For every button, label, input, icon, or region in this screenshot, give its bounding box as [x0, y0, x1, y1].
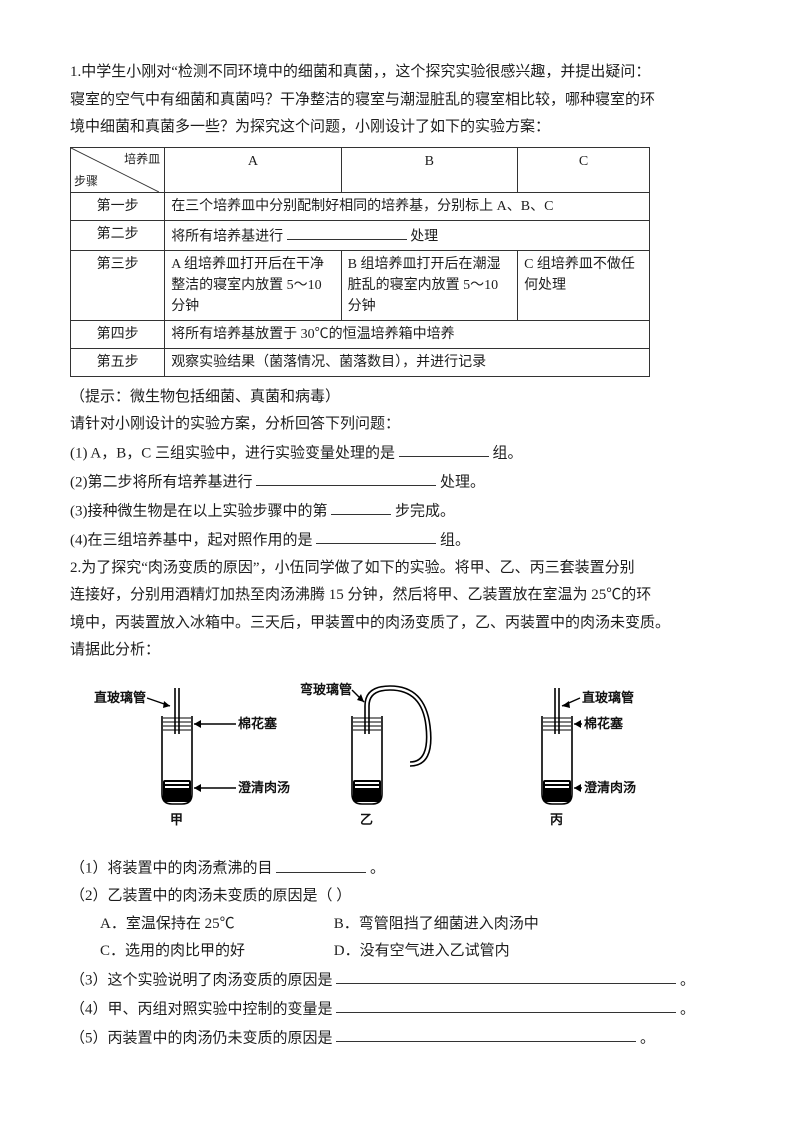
q2-opts-ab: A．室温保持在 25℃ B．弯管阻挡了细菌进入肉汤中 [100, 912, 730, 938]
row2-head: 第二步 [71, 220, 165, 250]
q2-3-blank [336, 967, 676, 985]
q1-lead: 请针对小刚设计的实验方案，分析回答下列问题： [70, 412, 730, 438]
q1-1-blank [399, 440, 489, 458]
diag-header-cell: 培养皿 步骤 [71, 147, 165, 192]
row5-head: 第五步 [71, 348, 165, 376]
q2-sub4: （4）甲、丙组对照实验中控制的变量是 。 [70, 996, 730, 1023]
page-root: 1.中学生小刚对“检测不同环境中的细菌和真菌，，这个探究实验很感兴趣，并提出疑问… [0, 0, 800, 1094]
q2-sub5: （5）丙装置中的肉汤仍未变质的原因是 。 [70, 1025, 730, 1052]
row3-cell-c: C 组培养皿不做任何处理 [518, 250, 650, 320]
q1-1b: 组。 [493, 445, 523, 461]
q2-optD: D．没有空气进入乙试管内 [334, 943, 510, 959]
row2-text-b: 处理 [410, 229, 438, 244]
table-row: 第四步 将所有培养基放置于 30℃的恒温培养箱中培养 [71, 320, 650, 348]
row1-cell: 在三个培养皿中分别配制好相同的培养基，分别标上 A、B、C [165, 192, 650, 220]
q2-4-blank [336, 996, 676, 1014]
q1-sub3: (3)接种微生物是在以上实验步骤中的第 步完成。 [70, 498, 730, 525]
q2-4b: 。 [680, 1001, 695, 1017]
label-cotton-2: 棉花塞 [584, 716, 624, 731]
q2-intro-1: 2.为了探究“肉汤变质的原因”，小伍同学做了如下的实验。将甲、乙、丙三套装置分别 [70, 556, 730, 582]
q2-intro-4: 请据此分析： [70, 638, 730, 664]
q1-3b: 步完成。 [395, 503, 455, 519]
apparatus-bing: 直玻璃管 棉花塞 澄清肉汤 丙 [542, 688, 636, 827]
row5-cell: 观察实验结果（菌落情况、菌落数目），并进行记录 [165, 348, 650, 376]
q1-2b: 处理。 [440, 474, 485, 490]
apparatus-jia: 直玻璃管 棉花塞 澄清肉汤 甲 [94, 688, 290, 827]
q1-2-blank [256, 469, 436, 487]
q1-hint: （提示：微生物包括细菌、真菌和病毒） [70, 385, 730, 411]
q1-table: 培养皿 步骤 A B C 第一步 在三个培养皿中分别配制好相同的培养基，分别标上… [70, 147, 650, 377]
q2-intro-3: 境中，丙装置放入冰箱中。三天后，甲装置中的肉汤变质了，乙、丙装置中的肉汤未变质。 [70, 611, 730, 637]
table-row: 第一步 在三个培养皿中分别配制好相同的培养基，分别标上 A、B、C [71, 192, 650, 220]
q1-3a: (3)接种微生物是在以上实验步骤中的第 [70, 503, 328, 519]
diag-top: 培养皿 [124, 150, 160, 168]
row3-head: 第三步 [71, 250, 165, 320]
row3-cell-a: A 组培养皿打开后在干净整洁的寝室内放置 5～10 分钟 [165, 250, 341, 320]
q2-intro-2: 连接好，分别用酒精灯加热至肉汤沸腾 15 分钟，然后将甲、乙装置放在室温为 25… [70, 583, 730, 609]
row2-blank [287, 224, 407, 240]
apparatus-figure: 直玻璃管 棉花塞 澄清肉汤 甲 [90, 676, 650, 836]
q1-4b: 组。 [440, 532, 470, 548]
q2-5-blank [336, 1025, 636, 1043]
q1-intro-2: 寝室的空气中有细菌和真菌吗？干净整洁的寝室与潮湿脏乱的寝室相比较，哪种寝室的环 [70, 88, 730, 114]
q2-optC: C．选用的肉比甲的好 [100, 939, 330, 965]
col-c: C [518, 147, 650, 192]
q2-optB: B．弯管阻挡了细菌进入肉汤中 [334, 916, 539, 932]
row2-text-a: 将所有培养基进行 [171, 229, 287, 244]
q2-3b: 。 [680, 972, 695, 988]
q2-4a: （4）甲、丙组对照实验中控制的变量是 [70, 1001, 333, 1017]
label-jia: 甲 [170, 812, 183, 827]
q1-3-blank [331, 498, 391, 516]
col-a: A [165, 147, 341, 192]
table-row: 第五步 观察实验结果（菌落情况、菌落数目），并进行记录 [71, 348, 650, 376]
q2-sub3: （3）这个实验说明了肉汤变质的原因是 。 [70, 967, 730, 994]
q2-sub2: （2）乙装置中的肉汤未变质的原因是（ ） [70, 884, 730, 910]
q1-sub2: (2)第二步将所有培养基进行 处理。 [70, 469, 730, 496]
row1-head: 第一步 [71, 192, 165, 220]
row4-head: 第四步 [71, 320, 165, 348]
q2-1b: 。 [370, 861, 385, 877]
q2-1-blank [276, 855, 366, 873]
diag-bottom: 步骤 [74, 172, 98, 190]
label-straight-2: 直玻璃管 [582, 690, 634, 705]
q1-1a: (1) A，B，C 三组实验中，进行实验变量处理的是 [70, 445, 395, 461]
q1-sub4: (4)在三组培养基中，起对照作用的是 组。 [70, 527, 730, 554]
label-bing: 丙 [550, 812, 563, 827]
label-bent: 弯玻璃管 [300, 682, 352, 697]
q1-2a: (2)第二步将所有培养基进行 [70, 474, 253, 490]
table-row: 第三步 A 组培养皿打开后在干净整洁的寝室内放置 5～10 分钟 B 组培养皿打… [71, 250, 650, 320]
label-broth-1: 澄清肉汤 [238, 780, 290, 795]
q1-sub1: (1) A，B，C 三组实验中，进行实验变量处理的是 组。 [70, 440, 730, 467]
label-broth-2: 澄清肉汤 [584, 780, 636, 795]
q2-1a: （1）将装置中的肉汤煮沸的目 [70, 861, 273, 877]
q1-intro-1: 1.中学生小刚对“检测不同环境中的细菌和真菌，，这个探究实验很感兴趣，并提出疑问… [70, 60, 730, 86]
q2-5b: 。 [640, 1030, 655, 1046]
row4-cell: 将所有培养基放置于 30℃的恒温培养箱中培养 [165, 320, 650, 348]
q1-intro-3: 境中细菌和真菌多一些？为探究这个问题，小刚设计了如下的实验方案： [70, 115, 730, 141]
label-cotton-1: 棉花塞 [238, 716, 278, 731]
q1-4-blank [316, 527, 436, 545]
row3-cell-b: B 组培养皿打开后在潮湿脏乱的寝室内放置 5～10 分钟 [341, 250, 517, 320]
q1-4a: (4)在三组培养基中，起对照作用的是 [70, 532, 313, 548]
table-row: 培养皿 步骤 A B C [71, 147, 650, 192]
col-b: B [341, 147, 517, 192]
label-straight-1: 直玻璃管 [94, 690, 146, 705]
q2-5a: （5）丙装置中的肉汤仍未变质的原因是 [70, 1030, 333, 1046]
table-row: 第二步 将所有培养基进行 处理 [71, 220, 650, 250]
apparatus-yi: 弯玻璃管 乙 [300, 682, 431, 827]
q2-optA: A．室温保持在 25℃ [100, 912, 330, 938]
label-yi: 乙 [360, 812, 373, 827]
q2-opts-cd: C．选用的肉比甲的好 D．没有空气进入乙试管内 [100, 939, 730, 965]
row2-cell: 将所有培养基进行 处理 [165, 220, 650, 250]
q2-3a: （3）这个实验说明了肉汤变质的原因是 [70, 972, 333, 988]
q2-sub1: （1）将装置中的肉汤煮沸的目 。 [70, 855, 730, 882]
